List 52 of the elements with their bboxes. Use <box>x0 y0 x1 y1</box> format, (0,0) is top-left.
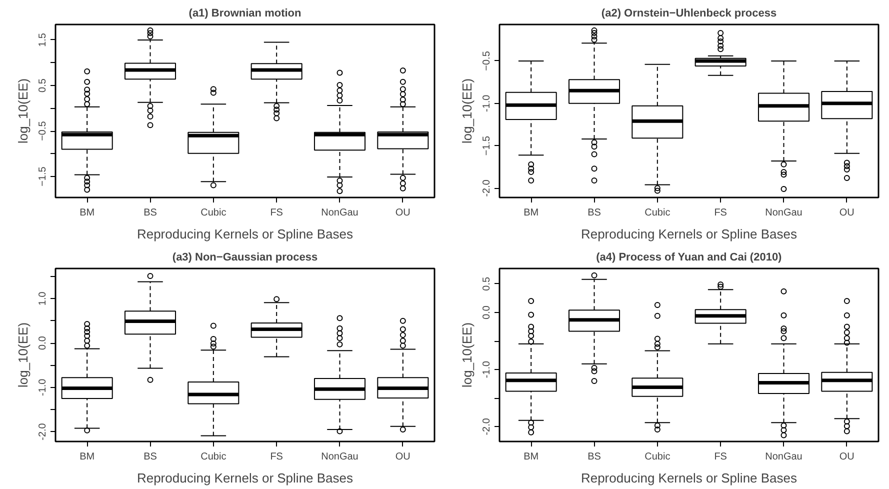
y-tick-label: −0.5 <box>482 50 492 71</box>
x-tick-label: BS <box>144 208 158 218</box>
x-tick-label: NonGau <box>765 452 802 462</box>
x-tick-label: BM <box>524 208 539 218</box>
y-tick-label: −0.5 <box>38 120 48 141</box>
x-axis-title: Reproducing Kernels or Spline Bases <box>580 226 798 242</box>
chart-title: (a1) Brownian motion <box>188 8 302 20</box>
y-axis-title: log_10(EE) <box>16 78 30 144</box>
chart-title: (a2) Ornstein−Uhlenbeck process <box>601 8 777 20</box>
x-tick-label: Cubic <box>644 208 670 218</box>
x-tick-label: BS <box>144 452 158 462</box>
y-tick-label: 0.5 <box>482 276 492 291</box>
y-tick-label: 1.0 <box>38 291 48 306</box>
x-tick-label: BM <box>80 452 95 462</box>
x-tick-label: OU <box>395 452 410 462</box>
x-tick-label: FS <box>714 452 728 462</box>
y-tick-label: -1.0 <box>482 94 492 112</box>
y-tick-label: 1.5 <box>38 32 48 47</box>
x-tick-label: Cubic <box>644 452 670 462</box>
x-tick-label: OU <box>839 208 854 218</box>
y-tick-label: -1.0 <box>38 378 48 396</box>
x-axis-title: Reproducing Kernels or Spline Bases <box>580 470 798 486</box>
x-tick-label: BM <box>80 208 95 218</box>
x-tick-label: FS <box>714 208 728 218</box>
chart-title: (a4) Process of Yuan and Cai (2010) <box>596 252 782 264</box>
y-tick-label: −1.5 <box>38 166 48 186</box>
x-tick-label: NonGau <box>765 208 802 218</box>
y-tick-label: -2.0 <box>38 422 48 440</box>
x-tick-label: FS <box>270 452 284 462</box>
x-axis-title: Reproducing Kernels or Spline Bases <box>136 226 354 242</box>
x-tick-label: BS <box>588 208 602 218</box>
y-axis-title: log_10(EE) <box>460 322 474 388</box>
x-tick-label: NonGau <box>321 208 358 218</box>
x-tick-label: FS <box>270 208 284 218</box>
y-tick-label: -1.0 <box>482 360 492 378</box>
x-tick-label: BS <box>588 452 602 462</box>
y-tick-label: 0.0 <box>482 305 492 320</box>
x-tick-label: Cubic <box>200 208 226 218</box>
y-axis-title: log_10(EE) <box>16 322 30 388</box>
x-tick-label: BM <box>524 452 539 462</box>
y-tick-label: -2.0 <box>482 418 492 436</box>
y-tick-label: 0.0 <box>38 336 48 350</box>
x-tick-label: OU <box>839 452 854 462</box>
x-tick-label: OU <box>395 208 410 218</box>
y-tick-label: −1.5 <box>482 135 492 156</box>
y-axis-title: log_10(EE) <box>460 78 474 144</box>
x-tick-label: Cubic <box>200 452 226 462</box>
x-tick-label: NonGau <box>321 452 358 462</box>
y-tick-label: -2.0 <box>482 179 492 197</box>
y-tick-label: 0.5 <box>38 78 48 92</box>
chart-title: (a3) Non−Gaussian process <box>172 252 318 264</box>
x-axis-title: Reproducing Kernels or Spline Bases <box>136 470 354 486</box>
